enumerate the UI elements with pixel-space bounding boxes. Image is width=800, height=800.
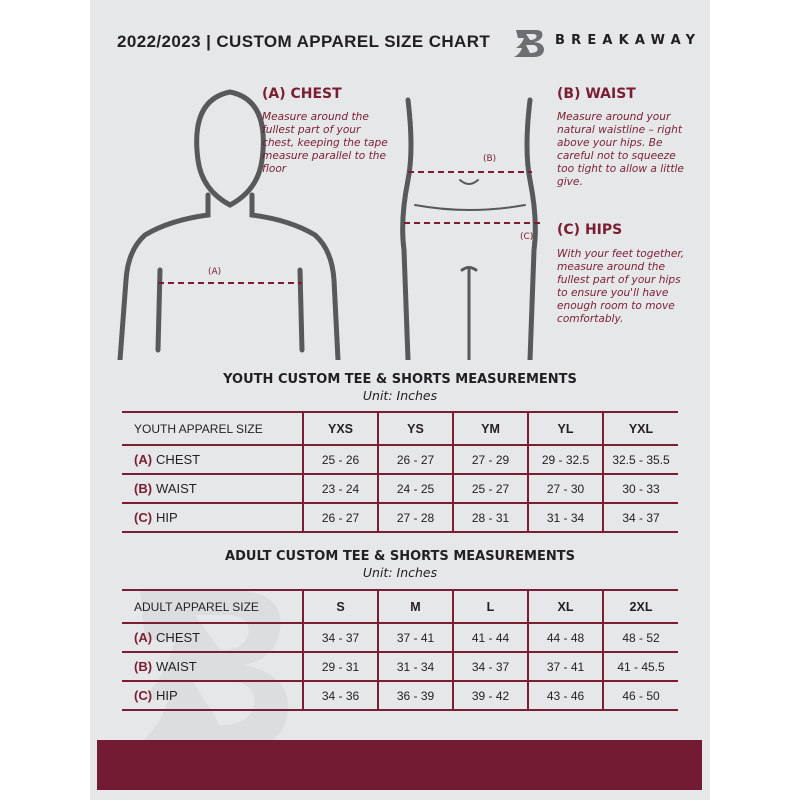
table-row: (B) WAIST 23 - 24 24 - 25 25 - 27 27 - 30 30 -… bbox=[122, 473, 678, 504]
table-header-row: YOUTH APPAREL SIZE YXS YS YM YL YXL bbox=[122, 411, 678, 446]
brand-name: BREAKAWAY bbox=[555, 33, 702, 48]
measurement-code: (A) bbox=[134, 452, 153, 467]
measurement-value: 27 - 28 bbox=[377, 502, 453, 533]
measurement-label: (B) WAIST bbox=[122, 651, 303, 682]
size-label: YOUTH APPAREL SIZE bbox=[122, 411, 303, 446]
measurement-value: 41 - 44 bbox=[452, 622, 528, 653]
measurement-value: 24 - 25 bbox=[377, 473, 453, 504]
measurement-value: 26 - 27 bbox=[302, 502, 378, 533]
size-header: YS bbox=[377, 411, 453, 446]
measurement-value: 34 - 37 bbox=[452, 651, 528, 682]
table-row: (B) WAIST 29 - 31 31 - 34 34 - 37 37 - 41 41 -… bbox=[122, 651, 678, 682]
table-header-row: ADULT APPAREL SIZE S M L XL 2XL bbox=[122, 589, 678, 624]
measurement-value: 23 - 24 bbox=[302, 473, 378, 504]
measurement-value: 44 - 48 bbox=[527, 622, 603, 653]
waist-marker: (B) bbox=[483, 154, 497, 164]
size-header: L bbox=[452, 589, 528, 624]
measurement-label: (A) CHEST bbox=[122, 622, 303, 653]
measurement-code: (B) bbox=[134, 659, 153, 674]
size-header: 2XL bbox=[602, 589, 678, 624]
measurement-value: 25 - 27 bbox=[452, 473, 528, 504]
measurement-value: 48 - 52 bbox=[602, 622, 678, 653]
youth-title: YOUTH CUSTOM TEE & SHORTS MEASUREMENTS bbox=[223, 372, 577, 387]
measurement-value: 34 - 36 bbox=[302, 680, 378, 711]
size-header: YXL bbox=[602, 411, 678, 446]
measurement-name: CHEST bbox=[156, 452, 201, 467]
measurement-label: (A) CHEST bbox=[122, 444, 303, 475]
chest-marker: (A) bbox=[208, 267, 222, 277]
measurement-value: 34 - 37 bbox=[302, 622, 378, 653]
measurement-value: 37 - 41 bbox=[377, 622, 453, 653]
measurement-value: 41 - 45.5 bbox=[602, 651, 678, 682]
youth-unit: Unit: Inches bbox=[362, 388, 438, 403]
measurement-value: 31 - 34 bbox=[527, 502, 603, 533]
size-header: YM bbox=[452, 411, 528, 446]
waist-heading: (B) WAIST bbox=[557, 86, 636, 102]
breakaway-logo bbox=[514, 30, 544, 57]
adult-section-header: ADULT CUSTOM TEE & SHORTS MEASUREMENTS U… bbox=[122, 549, 678, 580]
measurement-value: 37 - 41 bbox=[527, 651, 603, 682]
measurement-value: 34 - 37 bbox=[602, 502, 678, 533]
measurement-value: 26 - 27 bbox=[377, 444, 453, 475]
chest-heading: (A) CHEST bbox=[262, 86, 342, 102]
table-row: (C) HIP 26 - 27 27 - 28 28 - 31 31 - 34 34 - 3… bbox=[122, 502, 678, 533]
measurement-label: (C) HIP bbox=[122, 680, 303, 711]
size-header: M bbox=[377, 589, 453, 624]
measurement-code: (C) bbox=[134, 688, 153, 703]
chest-instructions: Measure around the fullest part of your … bbox=[262, 111, 388, 175]
measurement-value: 25 - 26 bbox=[302, 444, 378, 475]
footer-bar bbox=[97, 740, 702, 790]
measurement-value: 27 - 29 bbox=[452, 444, 528, 475]
measurement-value: 39 - 42 bbox=[452, 680, 528, 711]
size-header: YL bbox=[527, 411, 603, 446]
measurement-value: 36 - 39 bbox=[377, 680, 453, 711]
measurement-code: (A) bbox=[134, 630, 153, 645]
measurement-code: (B) bbox=[134, 481, 153, 496]
hips-marker: (C) bbox=[520, 232, 534, 242]
measurement-value: 30 - 33 bbox=[602, 473, 678, 504]
table-row: (A) CHEST 34 - 37 37 - 41 41 - 44 44 - 48 48 -… bbox=[122, 622, 678, 653]
adult-unit: Unit: Inches bbox=[362, 565, 438, 580]
youth-size-table: YOUTH APPAREL SIZE YXS YS YM YL YXL (A) CHEST 25… bbox=[122, 411, 678, 533]
measurement-value: 46 - 50 bbox=[602, 680, 678, 711]
measurement-name: HIP bbox=[156, 510, 178, 525]
table-row: (C) HIP 34 - 36 36 - 39 39 - 42 43 - 46 46 - 5… bbox=[122, 680, 678, 711]
measurement-value: 28 - 31 bbox=[452, 502, 528, 533]
size-label: ADULT APPAREL SIZE bbox=[122, 589, 303, 624]
measurement-value: 31 - 34 bbox=[377, 651, 453, 682]
youth-section-header: YOUTH CUSTOM TEE & SHORTS MEASUREMENTS U… bbox=[122, 372, 678, 403]
adult-size-table: ADULT APPAREL SIZE S M L XL 2XL (A) CHEST 34 - 3… bbox=[122, 589, 678, 711]
size-header: XL bbox=[527, 589, 603, 624]
measurement-name: WAIST bbox=[156, 481, 197, 496]
hips-instructions: With your feet together, measure around … bbox=[557, 248, 685, 325]
page-title: 2022/2023 | CUSTOM APPAREL SIZE CHART bbox=[117, 32, 491, 51]
waist-instructions: Measure around your natural waistline – … bbox=[557, 111, 684, 188]
hips-heading: (C) HIPS bbox=[557, 222, 623, 238]
measurement-value: 29 - 32.5 bbox=[527, 444, 603, 475]
measurement-label: (B) WAIST bbox=[122, 473, 303, 504]
table-row: (A) CHEST 25 - 26 26 - 27 27 - 29 29 - 32.5 32… bbox=[122, 444, 678, 475]
size-header: S bbox=[302, 589, 378, 624]
measurement-value: 27 - 30 bbox=[527, 473, 603, 504]
measurement-name: WAIST bbox=[156, 659, 197, 674]
size-header: YXS bbox=[302, 411, 378, 446]
adult-title: ADULT CUSTOM TEE & SHORTS MEASUREMENTS bbox=[225, 549, 575, 564]
measurement-value: 29 - 31 bbox=[302, 651, 378, 682]
measurement-value: 43 - 46 bbox=[527, 680, 603, 711]
measurement-name: HIP bbox=[156, 688, 178, 703]
measurement-value: 32.5 - 35.5 bbox=[602, 444, 678, 475]
measurement-code: (C) bbox=[134, 510, 153, 525]
measurement-name: CHEST bbox=[156, 630, 201, 645]
measurement-label: (C) HIP bbox=[122, 502, 303, 533]
body-illustrations bbox=[117, 89, 542, 360]
